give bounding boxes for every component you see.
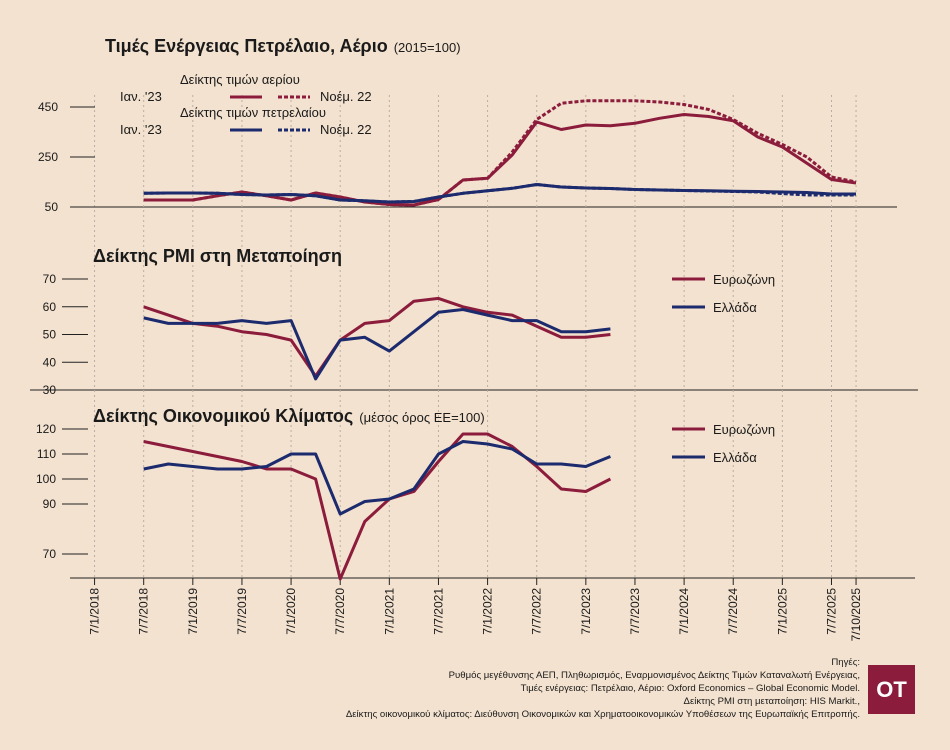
- sources-title: Πηγές:: [831, 657, 860, 668]
- legend-label: Νοέμ. 22: [320, 89, 372, 104]
- x-tick-label: 7/1/2024: [677, 588, 691, 635]
- x-tick-label: 7/7/2022: [530, 588, 544, 635]
- series-line: [143, 99, 857, 207]
- x-tick-label: 7/7/2021: [431, 588, 445, 635]
- y-tick-label: 110: [37, 447, 56, 461]
- x-tick-label: 7/1/2021: [382, 588, 396, 635]
- x-tick-label: 7/1/2018: [88, 588, 102, 635]
- logo-box: [868, 665, 915, 714]
- x-tick-label: 7/1/2023: [579, 588, 593, 635]
- series-line: [143, 296, 611, 378]
- y-tick-label: 40: [43, 355, 57, 369]
- x-tick-label: 7/7/2018: [137, 588, 151, 635]
- x-tick-label: 7/7/2025: [824, 588, 838, 635]
- series-line: [143, 440, 611, 516]
- legend-label: Ελλάδα: [713, 300, 757, 315]
- x-tick-label: 7/7/2023: [628, 588, 642, 635]
- source-line: Δείκτης οικονομικού κλίματος: Διεύθυνση …: [346, 709, 860, 720]
- legend-group-title: Δείκτης τιμών αερίου: [180, 72, 300, 87]
- source-line: Δείκτης PMI στη μεταποίηση: HIS Markit.,: [684, 696, 860, 707]
- y-tick-label: 50: [45, 200, 59, 214]
- legend-label: Ιαν. '23: [120, 122, 162, 137]
- x-tick-label: 7/1/2025: [775, 588, 789, 635]
- y-tick-label: 70: [43, 272, 57, 286]
- legend-label: Νοέμ. 22: [320, 122, 372, 137]
- y-tick-label: 250: [38, 150, 58, 164]
- source-line: Τιμές ενέργειας: Πετρέλαιο, Αέριο: Oxfor…: [521, 683, 860, 694]
- chart-title: Δείκτης Οικονομικού Κλίματος: [93, 406, 353, 426]
- y-tick-label: 60: [43, 300, 57, 314]
- logo: OT: [876, 677, 907, 702]
- series-line: [143, 308, 611, 381]
- chart-title: Δείκτης PMI στη Μεταποίηση: [93, 246, 342, 266]
- y-tick-label: 450: [38, 100, 58, 114]
- legend-label: Ευρωζώνη: [713, 272, 775, 287]
- y-tick-label: 70: [43, 547, 57, 561]
- legend-label: Ευρωζώνη: [713, 422, 775, 437]
- x-tick-label: 7/7/2020: [333, 588, 347, 635]
- legend-group-title: Δείκτης τιμών πετρελαίου: [180, 105, 326, 120]
- legend-label: Ελλάδα: [713, 450, 757, 465]
- x-tick-label: 7/7/2024: [726, 588, 740, 635]
- y-tick-label: 90: [43, 497, 57, 511]
- x-tick-label: 7/1/2019: [186, 588, 200, 635]
- y-tick-label: 120: [36, 422, 56, 436]
- x-tick-label: 7/10/2025: [849, 588, 863, 642]
- source-line: Ρυθμός μεγέθυνσης ΑΕΠ, Πληθωρισμός, Εναρ…: [449, 670, 860, 681]
- y-tick-label: 100: [36, 472, 56, 486]
- chart-title: Τιμές Ενέργειας Πετρέλαιο, Αέριο: [105, 36, 388, 56]
- chart-subtitle: (2015=100): [394, 40, 461, 55]
- x-tick-label: 7/7/2019: [235, 588, 249, 635]
- series-line: [143, 183, 856, 204]
- x-tick-label: 7/1/2020: [284, 588, 298, 635]
- chart-subtitle: (μέσος όρος ΕΕ=100): [359, 410, 484, 425]
- legend-label: Ιαν. '23: [120, 89, 162, 104]
- y-tick-label: 50: [43, 328, 57, 342]
- y-tick-label: 30: [43, 383, 57, 397]
- x-tick-label: 7/1/2022: [481, 588, 495, 635]
